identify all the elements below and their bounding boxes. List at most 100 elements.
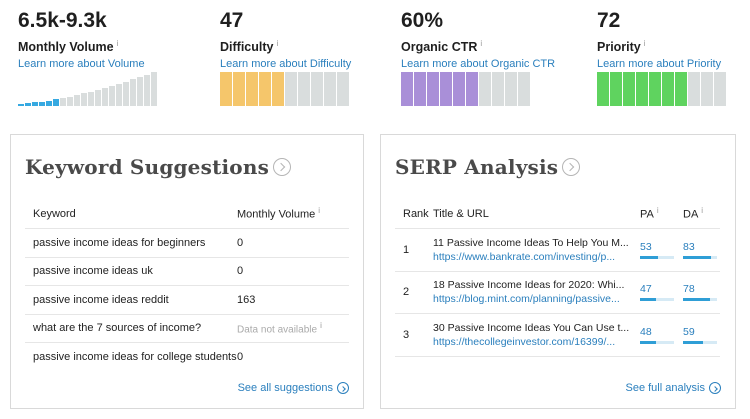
- da-cell: 59: [675, 326, 719, 344]
- pa-value: 48: [640, 325, 652, 338]
- info-icon[interactable]: i: [116, 39, 119, 48]
- score-bar-segment: [285, 72, 297, 106]
- table-row[interactable]: passive income ideas uk 0: [25, 258, 349, 286]
- keyword-suggestions-title-text: Keyword Suggestions: [25, 155, 270, 179]
- see-full-analysis-link[interactable]: See full analysis: [626, 382, 721, 394]
- column-header-title-url: Title & URL: [433, 207, 489, 220]
- da-meter-fill: [683, 340, 704, 344]
- monthly-volume-label: Monthly Volume i: [18, 36, 145, 55]
- table-row[interactable]: what are the 7 sources of income? Data n…: [25, 315, 349, 343]
- priority-label: Priority i: [597, 36, 721, 55]
- organic-ctr-label: Organic CTR i: [401, 36, 555, 55]
- score-bar-segment: [505, 72, 517, 106]
- rank-cell: 2: [403, 286, 410, 299]
- column-header-pa: PA i: [631, 206, 675, 221]
- volume-bar: [95, 90, 101, 106]
- volume-bar: [74, 95, 80, 106]
- learn-more-priority-link[interactable]: Learn more about Priority: [597, 58, 722, 71]
- priority-value: 72: [597, 9, 621, 32]
- priority-bars: [597, 72, 727, 106]
- table-header-row: Rank Title & URL PA i DA i: [395, 199, 720, 229]
- volume-bar: [151, 72, 157, 106]
- pa-meter-fill: [640, 340, 657, 344]
- volume-bar: [81, 93, 87, 106]
- chevron-right-circle-icon[interactable]: [562, 157, 581, 176]
- result-url-link[interactable]: https://thecollegeinvestor.com/16399/...: [433, 335, 616, 348]
- score-bar-segment: [649, 72, 661, 106]
- volume-cell: 0: [237, 265, 244, 278]
- see-all-suggestions-link[interactable]: See all suggestions: [238, 382, 349, 394]
- pa-meter: [640, 340, 674, 344]
- keyword-suggestions-title: Keyword Suggestions: [25, 155, 292, 179]
- column-header-da-text: DA: [683, 208, 699, 221]
- result-title[interactable]: 18 Passive Income Ideas for 2020: Whi...: [433, 279, 625, 292]
- score-bar-segment: [688, 72, 700, 106]
- pa-cell: 47: [631, 283, 675, 302]
- da-cell: 83: [675, 241, 719, 259]
- table-row[interactable]: passive income ideas for college student…: [25, 343, 349, 372]
- score-bar-segment: [311, 72, 323, 106]
- metric-priority: 72 Priority i Learn more about Priority: [597, 8, 721, 71]
- info-icon[interactable]: i: [320, 320, 322, 330]
- rank-cell: 3: [403, 328, 410, 341]
- learn-more-difficulty-link[interactable]: Learn more about Difficulty: [220, 58, 352, 71]
- metric-monthly-volume: 6.5k-9.3k Monthly Volume i Learn more abo…: [18, 8, 145, 71]
- keyword-suggestions-table: Keyword Monthly Volume i passive income i…: [25, 199, 349, 372]
- volume-bar: [137, 77, 143, 106]
- info-icon[interactable]: i: [656, 206, 659, 216]
- column-header-keyword: Keyword: [33, 207, 76, 220]
- score-bar-segment: [414, 72, 426, 106]
- organic-ctr-label-text: Organic CTR: [401, 40, 478, 55]
- title-url-cell: 11 Passive Income Ideas To Help You M...…: [433, 237, 631, 263]
- learn-more-organic-ctr-link[interactable]: Learn more about Organic CTR: [401, 58, 556, 71]
- da-meter: [683, 340, 717, 344]
- score-bar-segment: [453, 72, 465, 106]
- title-url-cell: 30 Passive Income Ideas You Can Use t...…: [433, 322, 631, 348]
- info-icon[interactable]: i: [701, 206, 704, 216]
- serp-analysis-title-text: SERP Analysis: [395, 155, 559, 179]
- keyword-cell: passive income ideas for college student…: [33, 351, 237, 364]
- result-title[interactable]: 11 Passive Income Ideas To Help You M...: [433, 236, 629, 249]
- volume-bar: [102, 88, 108, 106]
- info-icon[interactable]: i: [276, 39, 279, 48]
- volume-bar: [18, 104, 24, 106]
- serp-analysis-panel: SERP Analysis Rank Title & URL PA i DA i 1…: [380, 134, 736, 409]
- table-row: 2 18 Passive Income Ideas for 2020: Whi.…: [395, 272, 720, 314]
- monthly-volume-label-text: Monthly Volume: [18, 40, 114, 55]
- info-icon[interactable]: i: [643, 39, 646, 48]
- da-value: 83: [683, 240, 695, 253]
- volume-bar: [109, 86, 115, 106]
- monthly-volume-value: 6.5k-9.3k: [18, 9, 107, 32]
- pa-meter: [640, 255, 674, 259]
- chevron-right-circle-icon[interactable]: [273, 157, 292, 176]
- volume-bar: [46, 101, 52, 106]
- volume-bar: [39, 102, 45, 106]
- pa-value: 53: [640, 240, 652, 253]
- table-row[interactable]: passive income ideas reddit 163: [25, 286, 349, 315]
- volume-cell: 0: [237, 236, 244, 249]
- da-meter: [683, 298, 717, 302]
- organic-ctr-value: 60%: [401, 9, 444, 32]
- da-cell: 78: [675, 283, 719, 302]
- column-header-monthly-volume: Monthly Volume i: [237, 206, 349, 221]
- info-icon[interactable]: i: [480, 39, 483, 48]
- result-title[interactable]: 30 Passive Income Ideas You Can Use t...: [433, 321, 630, 334]
- score-bar-segment: [259, 72, 271, 106]
- priority-label-text: Priority: [597, 40, 641, 55]
- score-bar-segment: [636, 72, 648, 106]
- table-row[interactable]: passive income ideas for beginners 0: [25, 229, 349, 258]
- score-bar-segment: [272, 72, 284, 106]
- learn-more-volume-link[interactable]: Learn more about Volume: [18, 58, 145, 71]
- volume-cell: 0: [237, 351, 244, 364]
- score-bar-segment: [246, 72, 258, 106]
- info-icon[interactable]: i: [318, 206, 321, 216]
- result-url-link[interactable]: https://blog.mint.com/planning/passive..…: [433, 293, 620, 306]
- result-url-link[interactable]: https://www.bankrate.com/investing/p...: [433, 250, 616, 263]
- difficulty-label-text: Difficulty: [220, 40, 274, 55]
- monthly-volume-bars: [18, 72, 158, 106]
- da-meter: [683, 255, 717, 259]
- metric-organic-ctr: 60% Organic CTR i Learn more about Organi…: [401, 8, 555, 71]
- score-bar-segment: [440, 72, 452, 106]
- table-header-row: Keyword Monthly Volume i: [25, 199, 349, 229]
- see-all-suggestions-text: See all suggestions: [237, 382, 333, 394]
